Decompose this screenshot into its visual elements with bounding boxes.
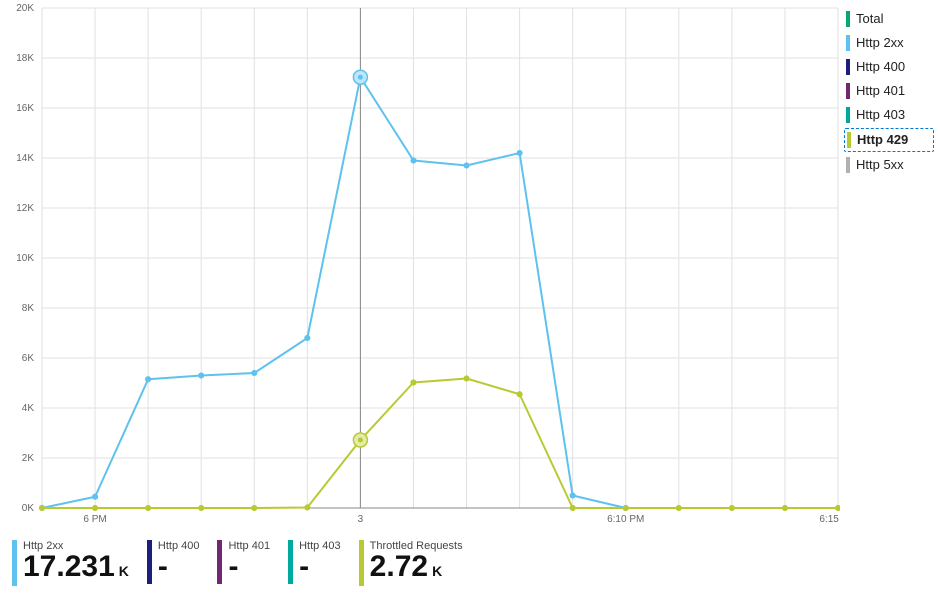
stats-row: Http 2xx17.231K Http 400- Http 401- Http 40… — [12, 540, 932, 586]
legend-item-http-401[interactable]: Http 401 — [844, 80, 934, 102]
legend-item-http-5xx[interactable]: Http 5xx — [844, 154, 934, 176]
svg-text:20K: 20K — [16, 3, 34, 14]
legend-swatch — [846, 83, 850, 99]
stat-color-bar — [217, 540, 222, 584]
svg-text:18K: 18K — [16, 53, 34, 64]
legend-swatch — [846, 35, 850, 51]
stat-color-bar — [12, 540, 17, 586]
svg-text:0K: 0K — [22, 503, 35, 514]
stat-throttled-requests: Throttled Requests2.72K — [359, 540, 463, 586]
legend-item-http-429[interactable]: Http 429 — [844, 128, 934, 152]
stat-http-400: Http 400- — [147, 540, 200, 584]
svg-text:6K: 6K — [22, 353, 35, 364]
svg-text:10K: 10K — [16, 253, 34, 264]
legend-label: Http 2xx — [856, 35, 904, 51]
stat-http-401: Http 401- — [217, 540, 270, 584]
legend: Total Http 2xx Http 400 Http 401 Http 403 Htt… — [844, 8, 934, 178]
stat-color-bar — [359, 540, 364, 586]
stat-http-403: Http 403- — [288, 540, 341, 584]
legend-swatch — [847, 132, 851, 148]
stat-value: - — [299, 552, 341, 582]
chart-svg: 0K 2K 4K 6K 8K 10K 12K 14K 16K 18K 20K 6 PM 3 6:10 PM… — [0, 0, 840, 530]
stat-color-bar — [147, 540, 152, 584]
stat-value: 17.231K — [23, 552, 129, 586]
legend-swatch — [846, 107, 850, 123]
stat-value: - — [158, 552, 200, 582]
legend-label: Http 403 — [856, 107, 905, 123]
stat-value: 2.72K — [370, 552, 463, 586]
legend-label: Http 5xx — [856, 157, 904, 173]
legend-swatch — [846, 157, 850, 173]
legend-swatch — [846, 11, 850, 27]
svg-text:6:10 PM: 6:10 PM — [607, 514, 644, 525]
svg-text:8K: 8K — [22, 303, 35, 314]
svg-text:12K: 12K — [16, 203, 34, 214]
legend-swatch — [846, 59, 850, 75]
legend-item-http-400[interactable]: Http 400 — [844, 56, 934, 78]
svg-text:6 PM: 6 PM — [83, 514, 106, 525]
svg-text:3: 3 — [358, 514, 364, 525]
legend-item-total[interactable]: Total — [844, 8, 934, 30]
svg-text:14K: 14K — [16, 153, 34, 164]
legend-item-http-403[interactable]: Http 403 — [844, 104, 934, 126]
svg-text:2K: 2K — [22, 453, 35, 464]
legend-item-http-2xx[interactable]: Http 2xx — [844, 32, 934, 54]
legend-label: Http 429 — [857, 132, 908, 148]
stat-value: - — [228, 552, 270, 582]
stat-color-bar — [288, 540, 293, 584]
svg-text:16K: 16K — [16, 103, 34, 114]
svg-text:4K: 4K — [22, 403, 35, 414]
svg-text:6:15 PM: 6:15 PM — [819, 514, 840, 525]
legend-label: Total — [856, 11, 883, 27]
legend-label: Http 400 — [856, 59, 905, 75]
line-chart: 0K 2K 4K 6K 8K 10K 12K 14K 16K 18K 20K 6 PM 3 6:10 PM… — [0, 0, 840, 525]
stat-http-2xx: Http 2xx17.231K — [12, 540, 129, 586]
legend-label: Http 401 — [856, 83, 905, 99]
